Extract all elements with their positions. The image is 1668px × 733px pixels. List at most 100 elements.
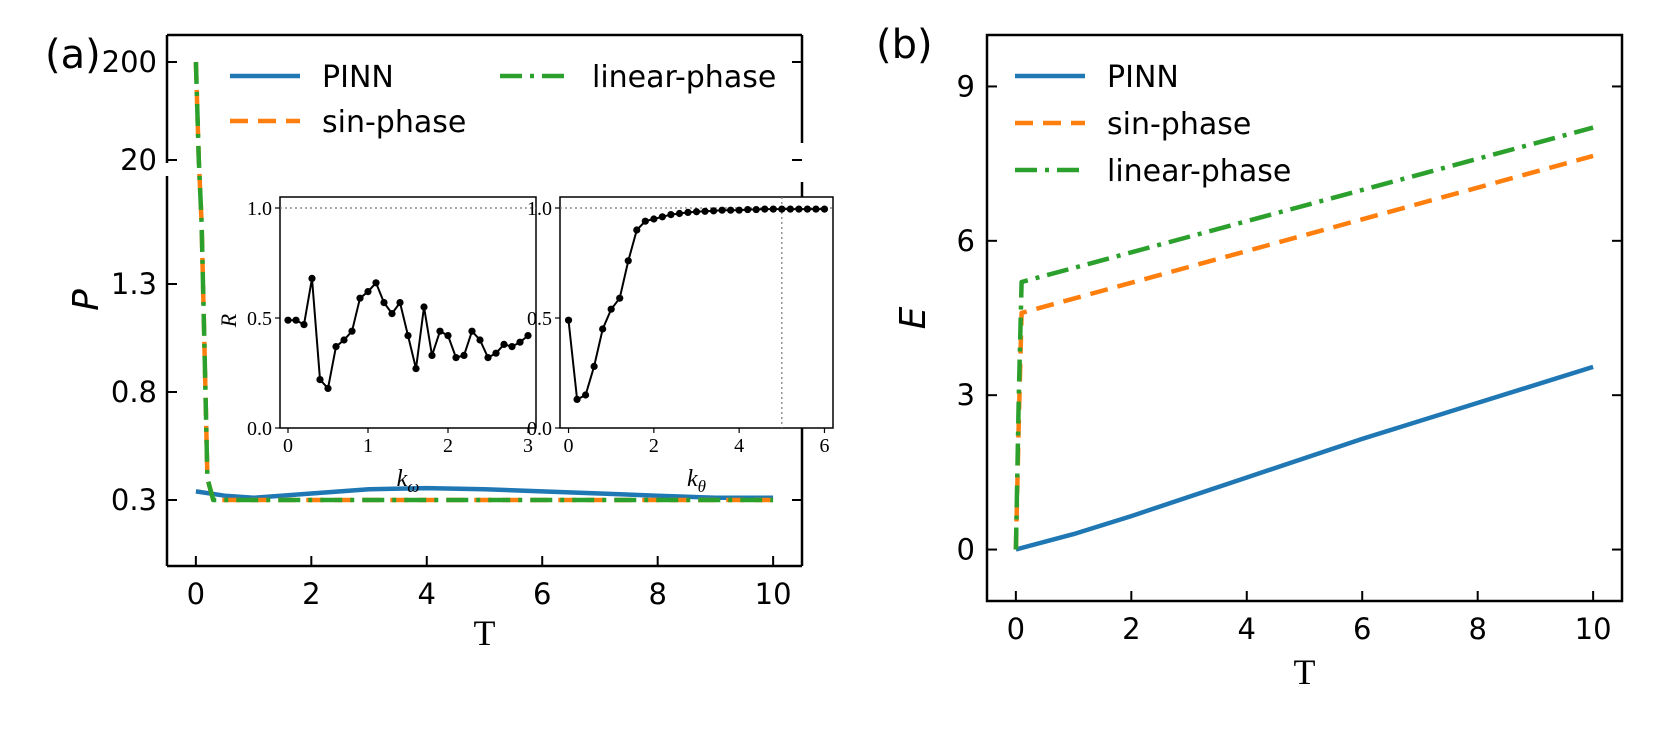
inset-1-marker (476, 336, 484, 344)
inset-1-marker (500, 340, 508, 348)
inset-1-marker (388, 310, 396, 318)
inset-2-frame (559, 196, 834, 429)
panel-b-ylabel: E (893, 306, 934, 329)
inset-2-ytick-label: 1.0 (527, 198, 552, 220)
panel-a-xtick-label: 2 (302, 577, 320, 611)
inset-1-marker (340, 336, 348, 344)
inset-1-xlabel: kω (397, 466, 420, 496)
inset-1-marker (380, 299, 388, 307)
panel-b-xtick-label: 8 (1468, 612, 1486, 646)
panel-a-xtick-label: 8 (648, 577, 666, 611)
inset-2-marker (667, 211, 675, 219)
panel-b-xtick-label: 4 (1238, 612, 1256, 646)
inset-2-marker (709, 207, 718, 215)
inset-2-marker (778, 205, 786, 213)
inset-1-ytick-label: 0.0 (247, 418, 272, 440)
inset-1-marker (316, 376, 324, 384)
panel-a-xtick-label: 0 (187, 577, 205, 611)
panel-a-ytick-label: 20 (120, 143, 157, 177)
panel-b-legend-label: PINN (1107, 60, 1179, 95)
panel-a-xtick-label: 4 (418, 577, 436, 611)
inset-1-marker (412, 365, 420, 373)
inset-2-marker (684, 208, 692, 216)
inset-1-xtick-label: 1 (363, 435, 373, 457)
inset-2-marker (564, 316, 573, 324)
inset-2-marker (761, 205, 769, 213)
panel-a-xtick-label: 6 (533, 577, 551, 611)
panel-b-label: (b) (876, 22, 933, 68)
inset-1-frame (279, 196, 537, 429)
inset-1-xtick-label: 0 (283, 435, 293, 457)
inset-2-marker (692, 208, 701, 216)
inset-1-marker (308, 274, 316, 282)
panel-b-series-sin-phase (1013, 153, 1594, 550)
inset-2-marker (624, 257, 632, 265)
inset-2-marker (633, 226, 641, 234)
panel-b-ytick-label: 0 (957, 533, 975, 567)
inset-2-ytick-label: 0.0 (527, 418, 552, 440)
panel-a-ylabel: P (66, 289, 107, 311)
panel-a-xtick-label: 10 (755, 577, 792, 611)
inset-1-marker (372, 279, 380, 287)
inset-2-xtick-label: 2 (649, 435, 659, 457)
inset-1-marker (508, 343, 516, 351)
panel-b-xtick-label: 0 (1007, 612, 1025, 646)
inset-1-marker (356, 294, 364, 302)
inset-1-xtick-label: 2 (443, 435, 453, 457)
panel-a-ytick-label: 1.3 (111, 267, 157, 301)
inset-2-marker (752, 205, 760, 214)
panel-b-xtick-label: 6 (1353, 612, 1371, 646)
inset-2-marker (744, 205, 752, 214)
inset-2-marker (590, 362, 598, 370)
panel-b-xtick-label: 2 (1122, 612, 1140, 646)
inset-2-marker (573, 395, 581, 403)
inset-1-ytick-label: 0.5 (247, 308, 272, 330)
inset-2-marker (641, 217, 649, 225)
inset-1-marker (364, 288, 372, 296)
inset-1-marker (492, 349, 500, 357)
inset-1-marker (324, 384, 332, 392)
inset-2-marker (769, 205, 777, 213)
panel-b-xtick-label: 10 (1575, 612, 1612, 646)
inset-2-marker (786, 205, 794, 213)
inset-2-marker (607, 305, 615, 313)
inset-2-marker (675, 209, 684, 218)
inset-1-marker (396, 299, 404, 307)
panel-b-legend-label: linear-phase (1107, 154, 1291, 189)
inset-1-marker (428, 351, 436, 359)
panel-b-series-PINN (1015, 364, 1594, 552)
inset-2-marker (735, 206, 743, 214)
inset-1-marker (300, 321, 308, 329)
inset-2-xtick-label: 4 (734, 435, 744, 457)
panel-b-legend-label: sin-phase (1107, 107, 1251, 142)
panel-b-ytick-label: 9 (957, 69, 975, 103)
inset-2-marker (581, 391, 590, 399)
inset-2-marker (812, 205, 820, 213)
inset-1-marker (468, 327, 476, 335)
panel-a-legend-label: sin-phase (322, 105, 466, 140)
panel-a-series-PINN (195, 485, 774, 501)
inset-2-marker (795, 205, 803, 213)
panel-a-ytick-label: 0.8 (111, 375, 157, 409)
inset-1-marker (420, 303, 428, 311)
inset-2-marker (820, 205, 829, 213)
inset-1-marker (404, 332, 412, 340)
inset-2-marker (650, 215, 658, 223)
panel-b-series-linear-phase (1013, 125, 1594, 550)
inset-2-ytick-label: 0.5 (527, 308, 552, 330)
panel-a-label: (a) (45, 32, 101, 78)
panel-b-frame (985, 33, 1624, 603)
inset-2-marker (727, 206, 735, 214)
inset-2-xtick-label: 0 (564, 435, 574, 457)
inset-1-marker (452, 354, 460, 362)
inset-2-xlabel: kθ (687, 466, 706, 496)
inset-1-marker (292, 316, 300, 324)
inset-2-xtick-label: 6 (819, 435, 829, 457)
panel-a-series-linear-phase (193, 61, 774, 503)
inset-2-marker (803, 205, 812, 213)
inset-1-marker (436, 327, 444, 335)
inset-1-marker (484, 354, 492, 362)
inset-1-ytick-label: 1.0 (247, 198, 272, 220)
inset-2-marker (701, 207, 709, 215)
